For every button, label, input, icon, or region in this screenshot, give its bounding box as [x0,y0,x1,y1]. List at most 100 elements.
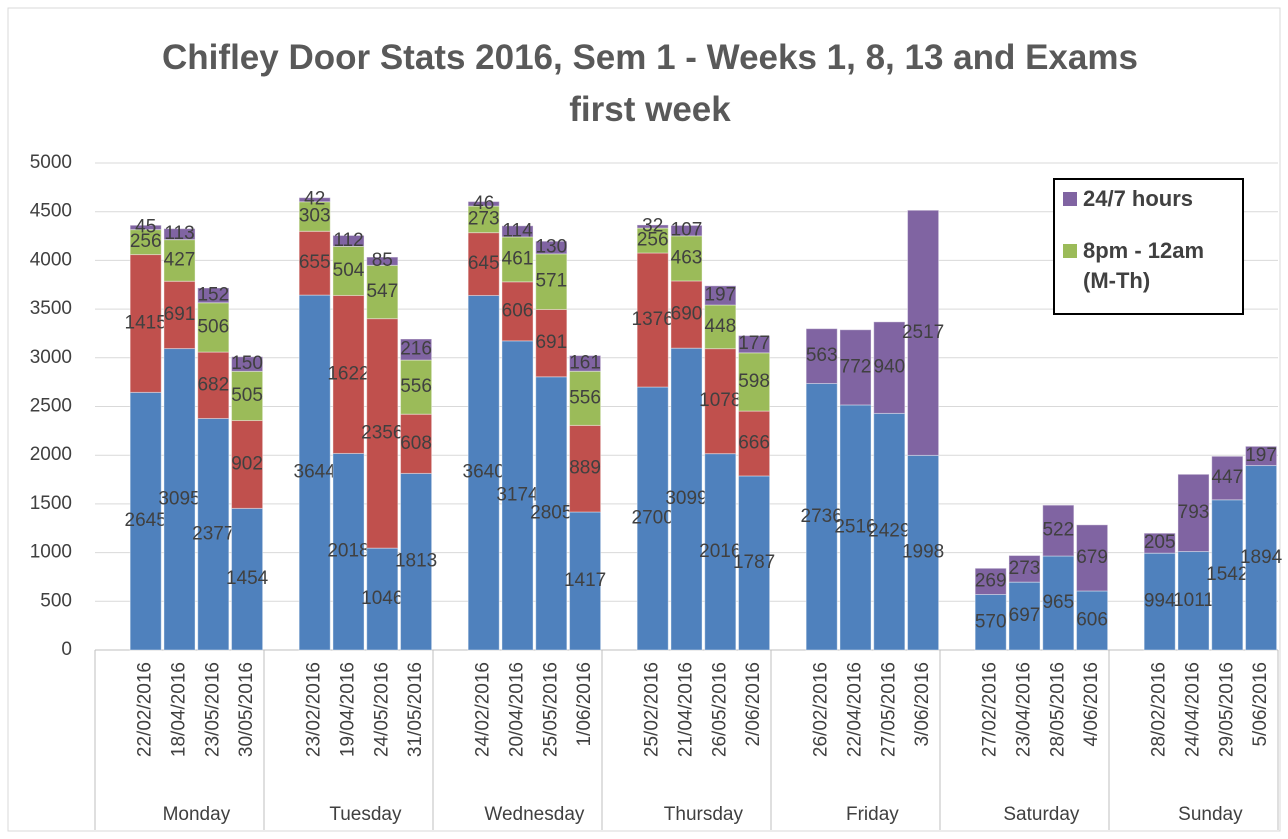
bar-segment [1177,473,1210,553]
bar-segment [738,410,771,477]
data-label: 606 [502,300,534,321]
bar-segment [535,376,568,651]
y-tick-label: 4000 [30,249,72,270]
data-label: 682 [197,374,229,395]
bar-segment [636,224,669,229]
group-label: Thursday [664,804,744,825]
data-label: 1046 [361,588,403,609]
bar-segment [1008,581,1041,651]
x-tick-label: 27/02/2016 [980,662,1001,757]
x-tick-label: 24/04/2016 [1183,662,1204,757]
data-label: 994 [1144,591,1176,612]
data-label: 448 [704,316,736,337]
data-label: 793 [1178,502,1210,523]
y-tick-label: 2000 [30,444,72,465]
data-label: 2429 [868,521,910,542]
bar-segment [129,224,162,231]
legend-item: 8pm - 12am (M-Th) [1063,236,1238,296]
data-label: 1011 [1173,590,1214,611]
data-label: 3644 [294,462,337,483]
y-tick-label: 3500 [30,298,72,319]
bar-segment [501,236,534,283]
x-tick-label: 22/02/2016 [135,662,156,757]
data-label: 205 [1144,532,1176,553]
chart-title: Chifley Door Stats 2016, Sem 1 - Weeks 1… [162,38,1138,129]
data-label: 3095 [158,488,200,509]
data-label: 772 [840,356,872,377]
bar-segment [231,507,264,651]
data-label: 1454 [226,568,269,589]
data-label: 506 [197,316,229,337]
data-label: 2645 [125,510,167,531]
bar-segment [400,359,433,415]
data-label: 150 [231,353,263,374]
bar-segment [129,254,162,393]
bar-segment [332,294,365,454]
data-label: 114 [502,220,533,241]
group-label: Monday [163,804,231,825]
y-tick-label: 2500 [30,396,72,417]
data-label: 690 [671,304,703,325]
data-label: 1417 [564,570,606,591]
data-label: 303 [299,206,331,227]
data-label: 461 [502,248,534,269]
bar-segment [805,383,838,651]
bar-segment [1143,532,1176,554]
data-label: 32 [642,216,663,237]
bar-segment [129,391,162,651]
data-label: 113 [164,223,194,244]
bar-segment [873,321,906,414]
data-label: 2377 [192,523,234,544]
data-label: 107 [671,220,703,241]
bar-segment [569,511,602,651]
bar-segment [636,386,669,651]
bar-segment [535,240,568,255]
data-label: 273 [468,208,500,229]
bar-segment [501,340,534,651]
data-label: 556 [400,376,432,397]
bar-segment [974,567,1007,595]
bar-segment [332,245,365,296]
x-tick-label: 22/04/2016 [845,662,866,757]
legend-item: 24/7 hours [1063,184,1238,214]
bar-segment [704,453,737,651]
data-label: 598 [738,371,770,392]
data-label: 85 [372,250,393,271]
bar-segment [1211,455,1244,501]
data-label: 197 [704,284,736,305]
bar-segment [231,356,264,372]
y-tick-label: 1000 [30,542,72,563]
x-tick-label: 21/04/2016 [676,662,697,757]
legend-label: 8pm - 12am (M-Th) [1083,238,1205,293]
x-tick-label: 28/05/2016 [1047,662,1068,757]
data-label: 2018 [327,541,369,562]
bar-segment [298,201,331,232]
bar-segment [670,347,703,651]
chart-border [7,7,1281,832]
bar-segment [704,304,737,350]
data-label: 3640 [463,462,505,483]
data-label: 2356 [361,422,403,443]
legend-swatch [1063,244,1077,258]
legend: 24/7 hours 8pm - 12am (M-Th) [1053,178,1244,315]
x-tick-label: 31/05/2016 [405,662,426,757]
x-tick-label: 23/02/2016 [304,662,325,757]
data-label: 940 [873,357,905,378]
bar-segment [974,593,1007,651]
y-tick-label: 1500 [30,493,72,514]
bar-segment [670,280,703,349]
data-label: 902 [231,453,263,474]
data-label: 889 [569,458,601,479]
bar-segment [907,209,940,456]
bar-segment [501,225,534,238]
data-label: 2516 [834,516,876,537]
bar-segment [805,328,838,385]
bar-segment [197,287,230,304]
bar-segment [569,370,602,426]
data-label: 608 [400,433,432,454]
data-label: 563 [806,345,838,366]
data-label: 1376 [632,309,674,330]
data-label: 965 [1042,592,1074,613]
data-label: 1787 [733,552,775,573]
data-label: 504 [333,260,365,281]
